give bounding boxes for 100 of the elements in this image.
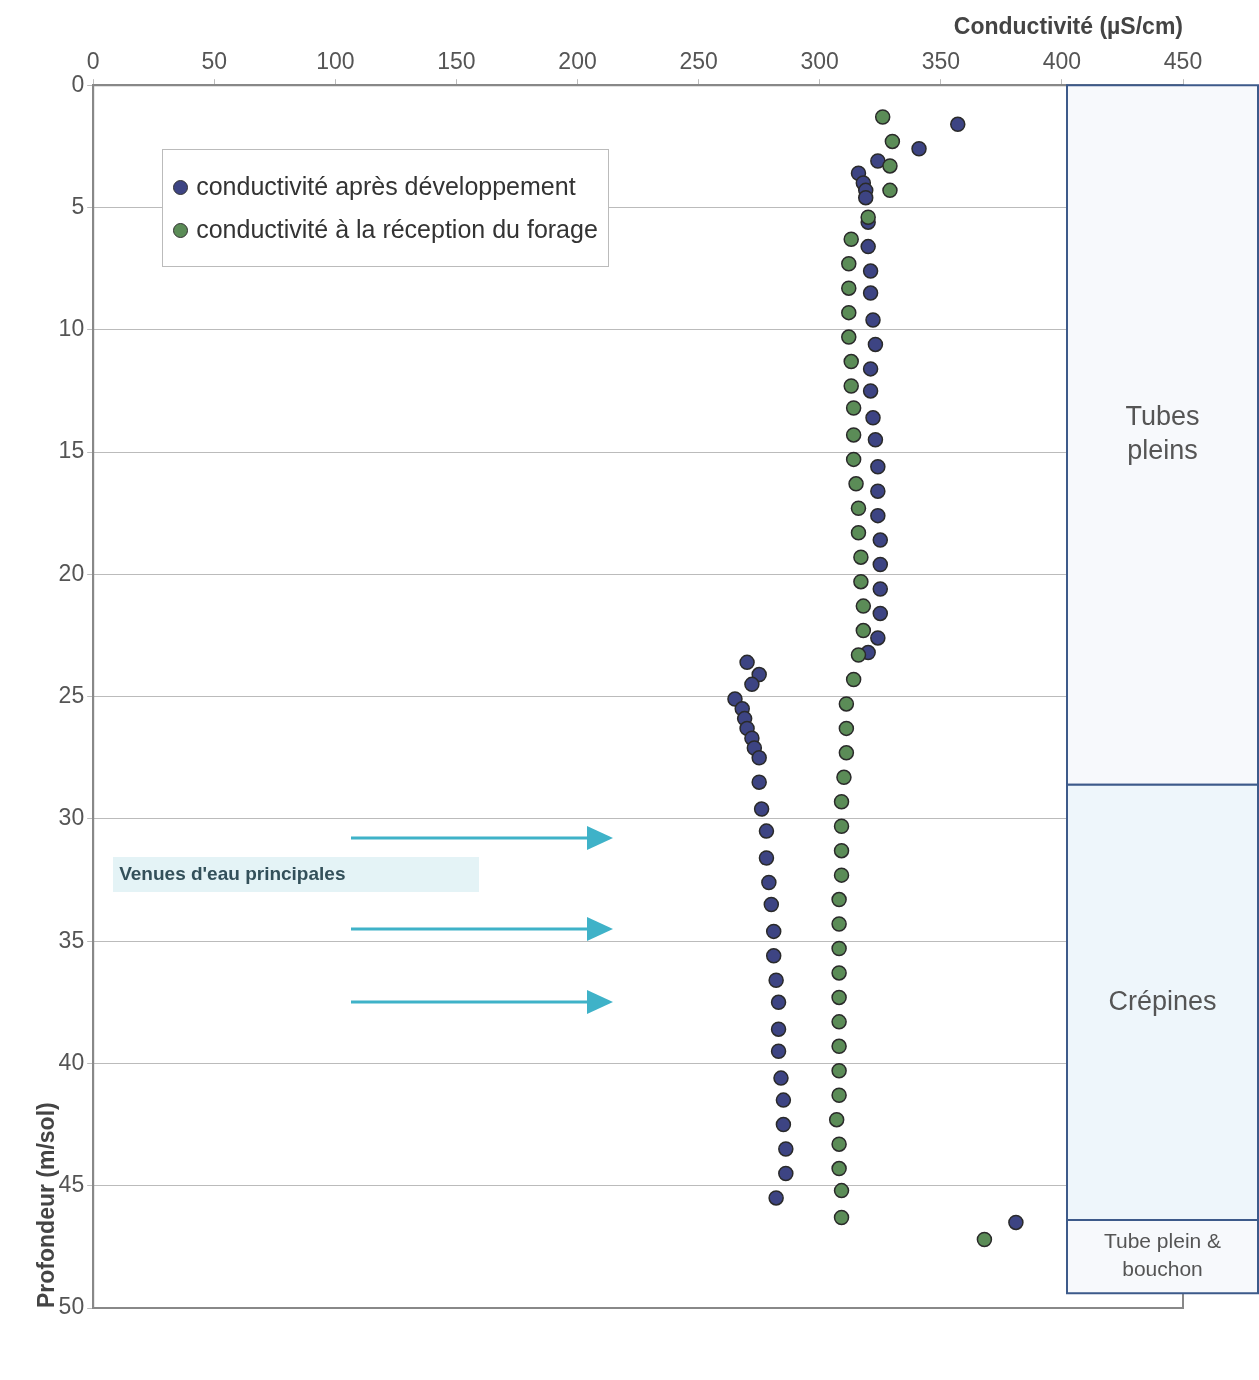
point	[765, 948, 782, 964]
x-axis-title: Conductivité (µS/cm)	[953, 13, 1183, 40]
point	[865, 312, 881, 328]
y-tick-label: 30	[58, 804, 85, 831]
point	[758, 850, 775, 866]
point	[884, 133, 901, 150]
point	[850, 525, 867, 541]
point	[778, 1141, 794, 1157]
point	[882, 182, 898, 199]
point	[770, 1021, 787, 1037]
point	[862, 263, 879, 279]
point	[775, 1092, 792, 1108]
y-tick-label: 15	[58, 437, 85, 464]
point	[874, 109, 891, 125]
point	[845, 451, 862, 468]
point	[831, 989, 847, 1006]
point	[845, 427, 862, 443]
point	[862, 361, 879, 377]
point	[841, 280, 857, 296]
x-tick-label: 200	[558, 47, 597, 74]
point	[770, 994, 787, 1011]
point	[751, 774, 767, 790]
point	[765, 923, 782, 940]
legend-label: conductivité à la réception du forage	[195, 215, 598, 245]
point	[870, 507, 886, 524]
point	[831, 1038, 847, 1055]
point	[976, 1231, 993, 1248]
point	[768, 972, 784, 989]
point	[739, 654, 755, 671]
x-tick-label: 100	[316, 47, 355, 74]
y-tick-label: 0	[71, 70, 85, 97]
point	[831, 1136, 847, 1152]
y-tick-label: 50	[58, 1293, 85, 1320]
point	[833, 794, 850, 810]
point	[843, 378, 859, 394]
band-label: Crépines	[1108, 985, 1217, 1016]
legend-label: conductivité après développement	[195, 172, 577, 202]
y-tick-label: 25	[58, 681, 85, 708]
point	[860, 209, 876, 226]
point	[775, 1116, 792, 1133]
x-tick-label: 400	[1042, 47, 1082, 74]
band-label: Tubes pleins	[1125, 401, 1200, 466]
point	[831, 1160, 847, 1177]
y-tick-label: 45	[58, 1171, 85, 1198]
point	[751, 749, 767, 766]
y-tick-label: 40	[58, 1048, 85, 1075]
point	[1008, 1214, 1024, 1231]
point	[773, 1070, 789, 1086]
point	[831, 1014, 847, 1030]
y-tick-label: 20	[58, 559, 85, 586]
point	[753, 801, 770, 817]
y-tick-label: 10	[58, 315, 85, 342]
point	[831, 1063, 847, 1079]
x-tick-label: 150	[437, 47, 476, 74]
point	[831, 916, 847, 932]
point	[872, 581, 889, 597]
point	[870, 483, 886, 499]
point	[833, 818, 850, 834]
point	[831, 1087, 847, 1103]
band-label: Tube plein & bouchon	[1103, 1229, 1222, 1281]
point	[831, 965, 847, 981]
point	[843, 231, 859, 248]
point	[857, 189, 874, 206]
point	[828, 1111, 845, 1128]
point	[833, 842, 850, 859]
point	[870, 458, 886, 475]
point	[853, 573, 869, 590]
point	[838, 720, 855, 737]
x-tick-label: 250	[679, 47, 718, 74]
point	[763, 896, 780, 913]
point	[882, 158, 898, 174]
point	[872, 605, 889, 622]
point	[836, 769, 852, 786]
point	[862, 383, 879, 399]
point	[853, 549, 869, 565]
point	[841, 304, 857, 321]
point	[744, 676, 760, 693]
point	[778, 1165, 794, 1182]
point	[838, 696, 855, 712]
point	[855, 622, 872, 639]
y-axis-title: Profondeur (m/sol)	[33, 1102, 60, 1308]
point	[831, 940, 847, 957]
y-tick-label: 5	[71, 192, 85, 219]
point	[950, 116, 966, 133]
point	[831, 891, 847, 908]
point	[850, 647, 867, 663]
point	[867, 432, 884, 448]
point	[862, 285, 879, 301]
point	[838, 745, 855, 761]
point	[855, 598, 872, 614]
point	[841, 255, 857, 272]
point	[833, 1182, 850, 1199]
point	[845, 400, 862, 416]
x-tick-label: 450	[1163, 47, 1203, 74]
point	[770, 1043, 787, 1059]
point	[845, 671, 862, 688]
point	[867, 336, 884, 353]
point	[758, 823, 775, 839]
point	[768, 1190, 784, 1206]
y-tick-label: 35	[58, 926, 85, 953]
